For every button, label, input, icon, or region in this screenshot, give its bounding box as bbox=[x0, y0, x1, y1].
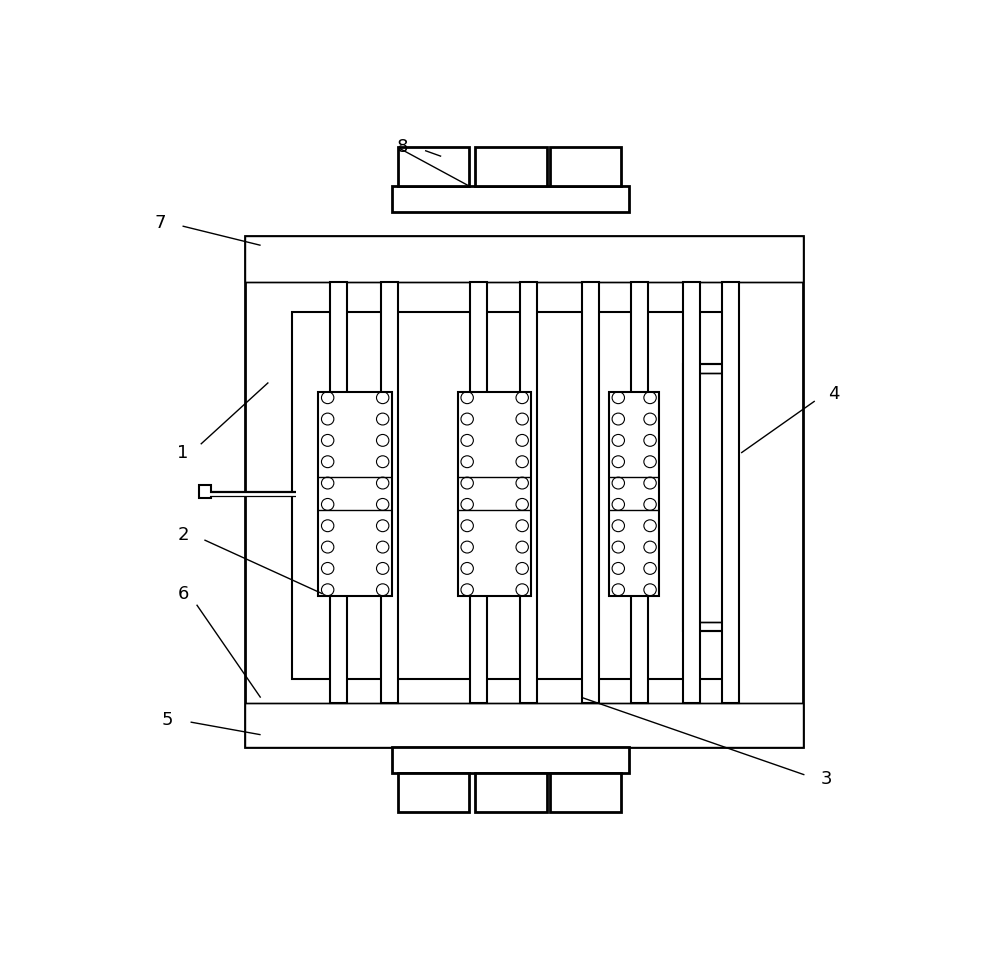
Bar bbox=[550, 147, 621, 186]
Bar bbox=[692, 373, 729, 622]
Text: 8: 8 bbox=[397, 139, 408, 156]
Bar bbox=[722, 282, 739, 703]
Bar bbox=[199, 484, 211, 498]
Bar bbox=[381, 282, 398, 703]
Bar bbox=[550, 773, 621, 812]
Bar bbox=[475, 773, 547, 812]
Text: 5: 5 bbox=[162, 711, 173, 729]
Text: 4: 4 bbox=[828, 384, 840, 403]
Text: 3: 3 bbox=[821, 770, 832, 788]
Text: 6: 6 bbox=[177, 585, 189, 603]
Bar bbox=[292, 312, 733, 679]
Bar bbox=[245, 236, 803, 282]
Bar bbox=[609, 392, 659, 596]
Text: 1: 1 bbox=[177, 444, 189, 462]
Bar bbox=[318, 392, 392, 596]
Bar bbox=[398, 773, 469, 812]
Bar bbox=[631, 282, 648, 703]
Bar bbox=[245, 236, 803, 747]
Text: 2: 2 bbox=[177, 526, 189, 543]
Bar bbox=[475, 147, 547, 186]
Bar bbox=[330, 282, 347, 703]
Text: 7: 7 bbox=[154, 214, 166, 232]
Bar bbox=[392, 186, 629, 212]
Bar bbox=[392, 747, 629, 773]
Bar bbox=[582, 282, 599, 703]
Bar bbox=[470, 282, 487, 703]
Bar bbox=[520, 282, 537, 703]
Bar bbox=[398, 147, 469, 186]
Bar bbox=[683, 364, 733, 631]
Bar bbox=[245, 703, 803, 747]
Bar bbox=[683, 282, 700, 703]
Bar bbox=[458, 392, 531, 596]
